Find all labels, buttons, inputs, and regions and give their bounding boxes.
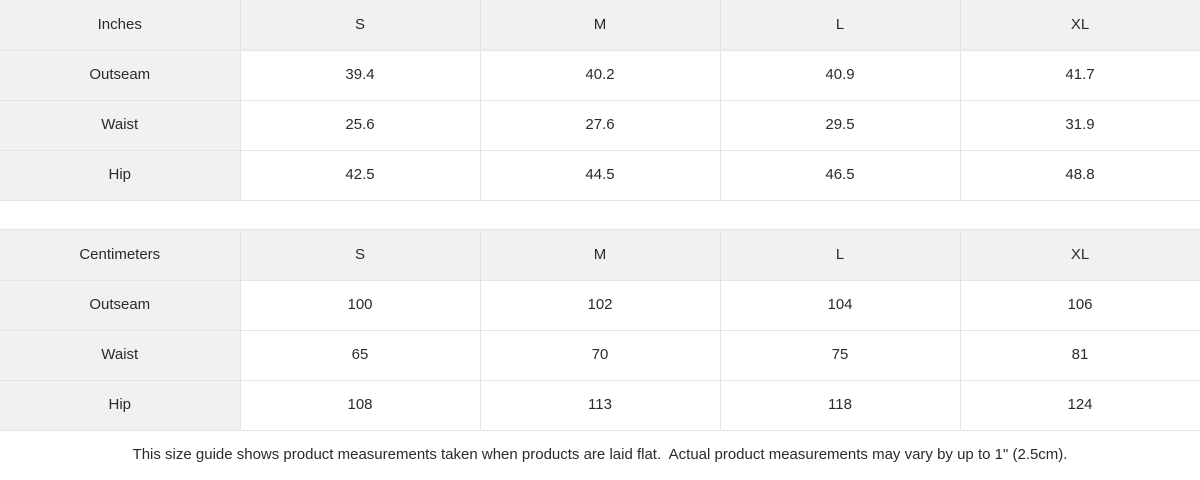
table-separator [0, 200, 1200, 231]
size-table-inches: Inches S M L XL Outseam 39.4 40.2 40.9 4… [0, 0, 1200, 201]
cell-waist-s: 25.6 [240, 100, 481, 151]
unit-label-inches: Inches [0, 0, 241, 51]
column-header-l: L [720, 230, 961, 281]
table-row: Hip 108 113 118 124 [0, 380, 1200, 431]
cell-waist-l: 29.5 [720, 100, 961, 151]
cell-waist-s: 65 [240, 330, 481, 381]
cell-waist-xl: 31.9 [960, 100, 1200, 151]
column-header-s: S [240, 0, 481, 51]
cell-outseam-l: 40.9 [720, 50, 961, 101]
cell-outseam-m: 102 [480, 280, 721, 331]
size-guide-footnote: This size guide shows product measuremen… [0, 430, 1200, 480]
cell-waist-m: 70 [480, 330, 721, 381]
table-row: Waist 65 70 75 81 [0, 330, 1200, 381]
header-row: Inches S M L XL [0, 0, 1200, 51]
header-row: Centimeters S M L XL [0, 230, 1200, 281]
column-header-xl: XL [960, 0, 1200, 51]
table-row: Hip 42.5 44.5 46.5 48.8 [0, 150, 1200, 201]
column-header-m: M [480, 230, 721, 281]
size-table-centimeters-body: Outseam 100 102 104 106 Waist 65 70 75 8… [0, 280, 1200, 431]
cell-outseam-xl: 106 [960, 280, 1200, 331]
size-table-inches-head: Inches S M L XL [0, 0, 1200, 51]
size-table-centimeters: Centimeters S M L XL Outseam 100 102 104… [0, 230, 1200, 431]
cell-hip-s: 108 [240, 380, 481, 431]
cell-waist-m: 27.6 [480, 100, 721, 151]
cell-hip-m: 113 [480, 380, 721, 431]
row-label-outseam: Outseam [0, 50, 241, 101]
cell-hip-xl: 124 [960, 380, 1200, 431]
column-header-m: M [480, 0, 721, 51]
size-table-inches-body: Outseam 39.4 40.2 40.9 41.7 Waist 25.6 2… [0, 50, 1200, 201]
size-table-centimeters-head: Centimeters S M L XL [0, 230, 1200, 281]
cell-hip-xl: 48.8 [960, 150, 1200, 201]
row-label-hip: Hip [0, 380, 241, 431]
cell-outseam-xl: 41.7 [960, 50, 1200, 101]
cell-hip-m: 44.5 [480, 150, 721, 201]
unit-label-centimeters: Centimeters [0, 230, 241, 281]
column-header-xl: XL [960, 230, 1200, 281]
row-label-outseam: Outseam [0, 280, 241, 331]
cell-hip-s: 42.5 [240, 150, 481, 201]
cell-waist-xl: 81 [960, 330, 1200, 381]
cell-waist-l: 75 [720, 330, 961, 381]
row-label-waist: Waist [0, 330, 241, 381]
column-header-l: L [720, 0, 961, 51]
cell-outseam-m: 40.2 [480, 50, 721, 101]
cell-hip-l: 46.5 [720, 150, 961, 201]
row-label-waist: Waist [0, 100, 241, 151]
column-header-s: S [240, 230, 481, 281]
cell-hip-l: 118 [720, 380, 961, 431]
table-row: Waist 25.6 27.6 29.5 31.9 [0, 100, 1200, 151]
table-row: Outseam 39.4 40.2 40.9 41.7 [0, 50, 1200, 101]
table-row: Outseam 100 102 104 106 [0, 280, 1200, 331]
cell-outseam-l: 104 [720, 280, 961, 331]
cell-outseam-s: 39.4 [240, 50, 481, 101]
cell-outseam-s: 100 [240, 280, 481, 331]
row-label-hip: Hip [0, 150, 241, 201]
